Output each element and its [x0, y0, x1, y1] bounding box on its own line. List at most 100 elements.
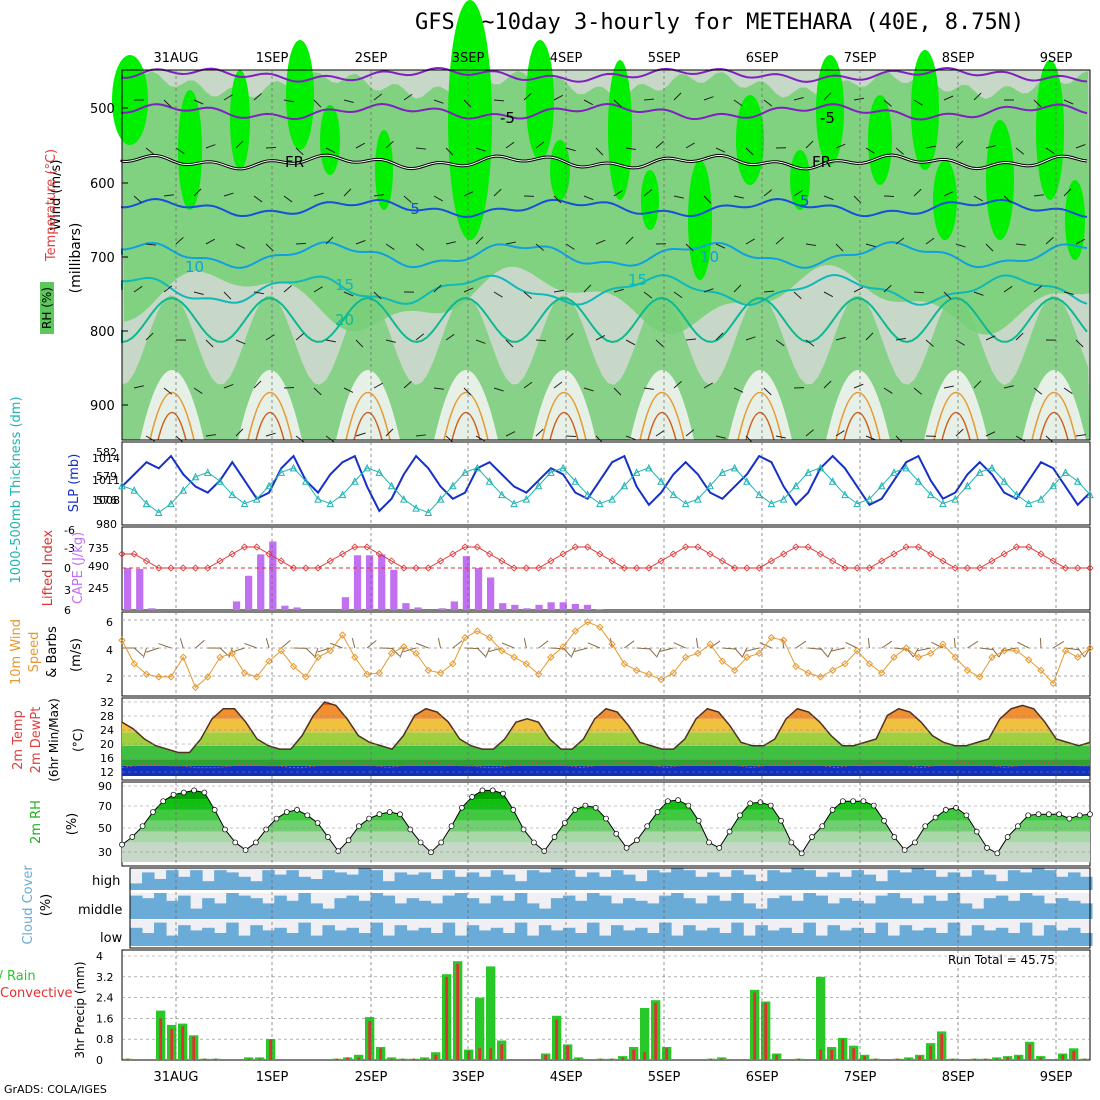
li-point [706, 550, 714, 558]
wind-speed-point [1012, 647, 1021, 655]
precip-convective-bar [412, 1058, 416, 1060]
wind-barb [745, 336, 756, 341]
li-point [669, 550, 677, 558]
cloud-bar [839, 876, 852, 890]
thickness-point [559, 463, 567, 472]
precip-convective-bar [456, 963, 460, 1060]
wind-speed-point [424, 666, 433, 675]
wind-barb [223, 192, 234, 197]
cloud-bar [310, 903, 323, 919]
rh-point [232, 839, 239, 846]
cloud-bar [586, 872, 600, 890]
rh-band [122, 831, 1090, 843]
wind-barb [775, 435, 786, 439]
cloud-bar [238, 895, 251, 919]
rh-point [798, 850, 805, 857]
rh-point [881, 817, 887, 824]
wind-barb [656, 647, 662, 658]
li-point [351, 543, 359, 551]
thickness-point [828, 477, 837, 485]
cloud-bar [346, 874, 359, 890]
precip-convective-bar [346, 1057, 350, 1060]
li-tick-label: -6 [64, 524, 75, 537]
cloud-bar [887, 893, 901, 919]
cloud-bar [310, 879, 323, 890]
cloud-bar [418, 872, 432, 890]
cloud-bar [562, 870, 576, 890]
wind-barb [574, 647, 588, 652]
rh-point [942, 807, 949, 813]
cloud-bar [671, 893, 684, 919]
wind-barb [955, 140, 964, 149]
wind-barb [145, 332, 154, 341]
wind-speed-point [755, 649, 763, 658]
rh-point [706, 839, 712, 846]
li-point [388, 557, 396, 565]
wind-speed-point [583, 618, 592, 626]
rh-point [407, 826, 414, 833]
cloud-bar [346, 927, 359, 946]
wind-barb [265, 243, 274, 252]
precip-convective-bar [753, 992, 757, 1060]
li-point [535, 564, 543, 572]
temp-contour-minus5 [121, 103, 1088, 121]
cloud-bar [250, 925, 263, 946]
cloud-bar [226, 893, 239, 919]
wind-speed-point [498, 647, 506, 655]
wind-speed-point [155, 673, 163, 681]
thickness-point [1061, 468, 1070, 476]
wind-barb [1003, 285, 1013, 293]
wind-barb [845, 641, 858, 649]
cloud-bar [1007, 933, 1021, 946]
wind-barb [1033, 99, 1042, 108]
wind-barb [493, 188, 502, 197]
thickness-point [1037, 495, 1045, 503]
cloud-bar [935, 900, 949, 919]
warm-contour [835, 392, 881, 441]
wind-barb [175, 236, 184, 245]
wind-barb [179, 638, 184, 649]
wind-barb [865, 435, 876, 441]
li-point [265, 550, 273, 558]
wind-barb [475, 339, 486, 344]
cloud-bar [875, 922, 889, 946]
rh-point [335, 848, 342, 854]
cloud-bar [911, 868, 925, 890]
wind-barb [1003, 195, 1012, 204]
cloud-bar [1079, 903, 1093, 919]
rh-point [1056, 811, 1062, 818]
cloud-bar [166, 870, 179, 890]
wind-barb [583, 284, 592, 293]
precip-convective-bar [830, 1049, 834, 1060]
cloud-bar [1067, 927, 1081, 946]
rh-high-patch [868, 95, 892, 185]
wind-speed-point [804, 669, 812, 677]
cloud-bar [1031, 895, 1045, 919]
wind-barb [465, 647, 480, 650]
wind-barb [195, 639, 205, 649]
contour-label: FR [812, 153, 831, 171]
wind-barb [1039, 637, 1042, 649]
wind-barb [820, 647, 828, 657]
cloud-bar [647, 933, 660, 946]
thickness-point [914, 477, 923, 485]
wind-barb [193, 387, 203, 394]
thickness-point [485, 477, 494, 485]
wind-barb [158, 643, 172, 649]
wind-barb [330, 642, 343, 649]
wind-barb [1033, 285, 1043, 293]
rh-high-patch [641, 170, 659, 230]
wind-barb [895, 147, 904, 155]
wind-barb [943, 191, 954, 197]
thickness-point [473, 463, 482, 472]
thickness-point [400, 495, 408, 503]
wind-speed-point [767, 633, 776, 642]
warm-contour [443, 392, 489, 441]
rh-point [592, 804, 599, 811]
precip-convective-bar [577, 1058, 581, 1060]
cloud-bar [490, 895, 504, 919]
wind-speed-point [338, 631, 347, 639]
warm-contour [941, 411, 971, 441]
wind-barb [379, 647, 394, 650]
credit-text: GrADS: COLA/IGES [4, 1083, 107, 1096]
